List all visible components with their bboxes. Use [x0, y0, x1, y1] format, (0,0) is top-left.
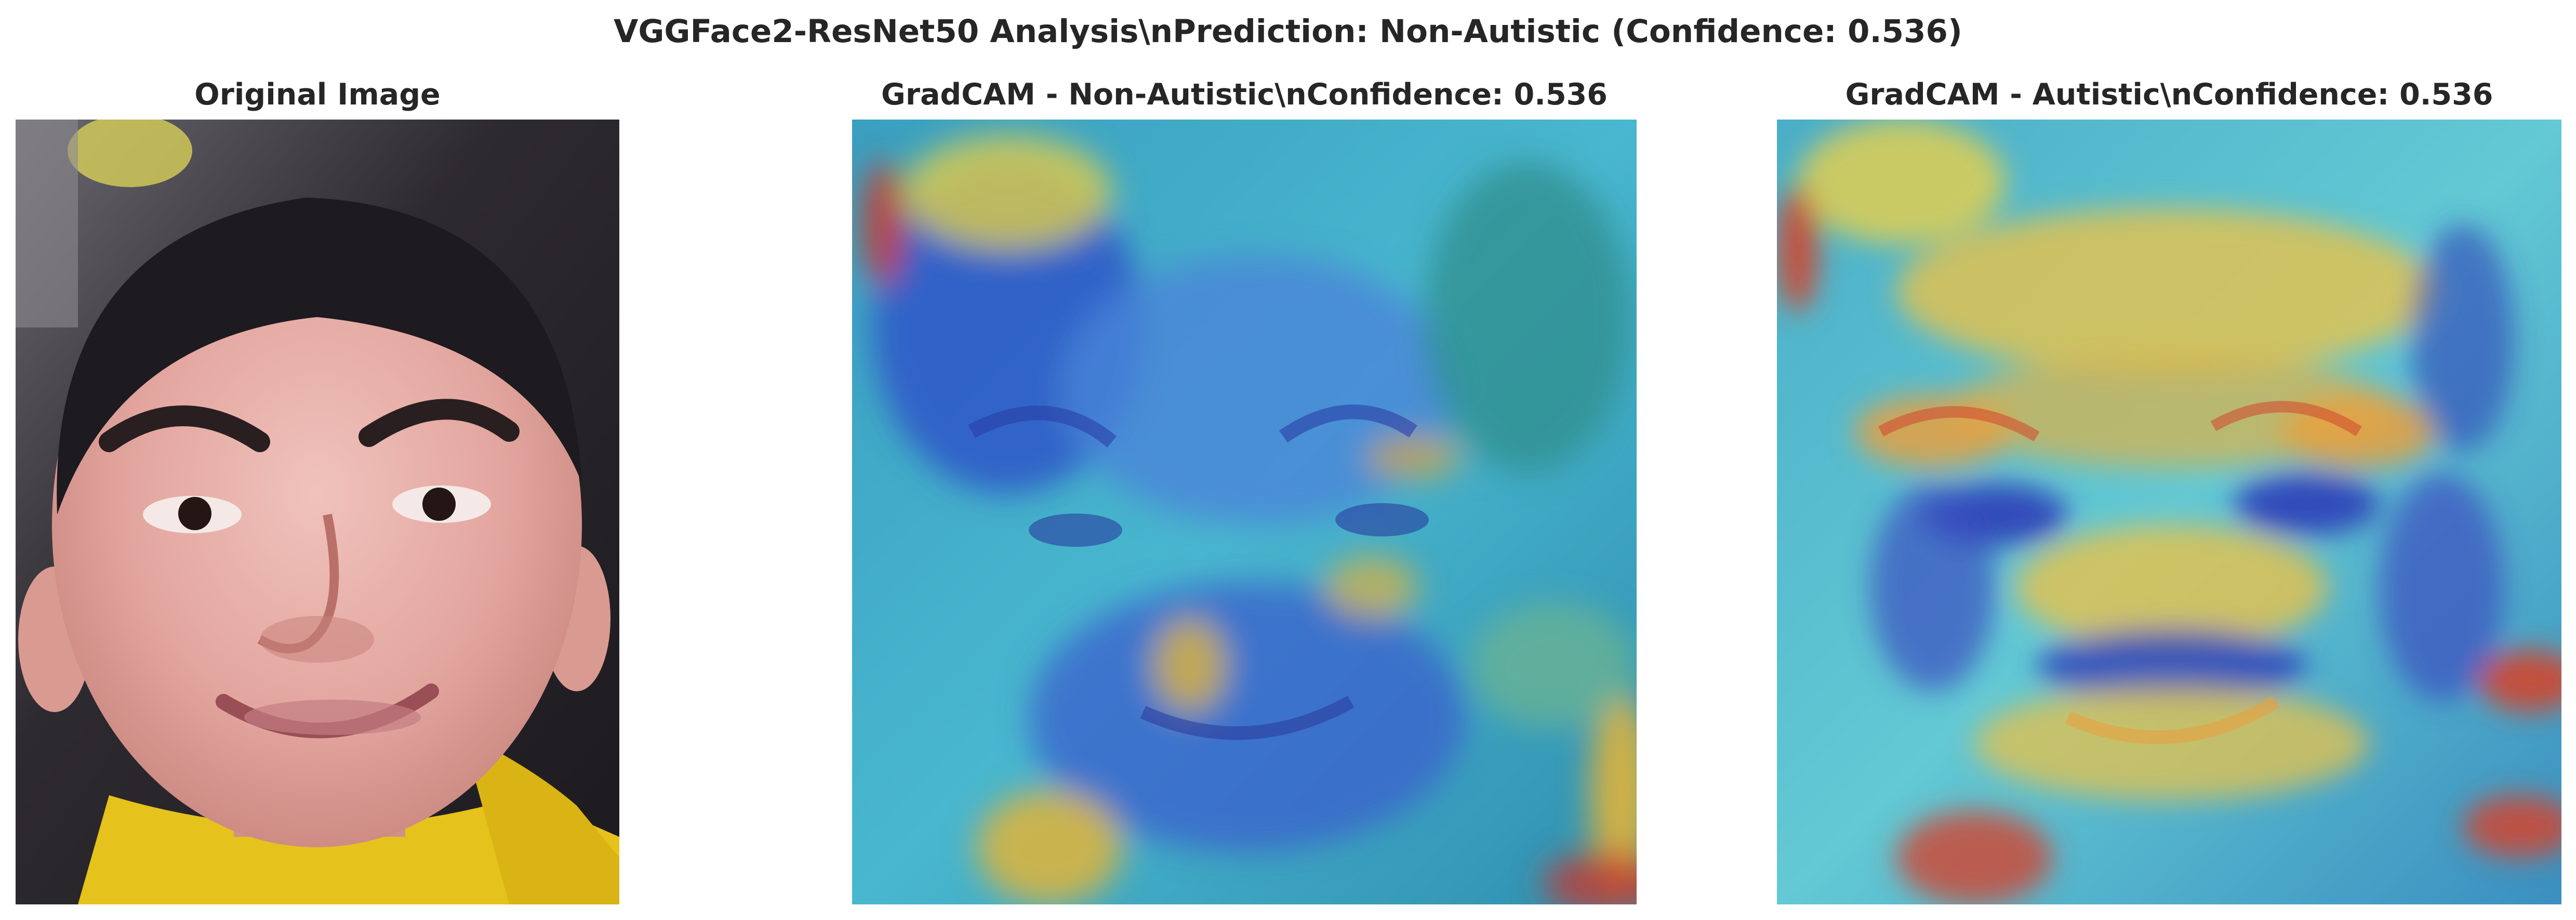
gradcam-autistic-image [1777, 120, 2561, 904]
child-face-photo [16, 120, 619, 904]
gradcam-non-autistic-image [852, 120, 1637, 904]
gradcam-heatmap-overlay [852, 120, 1637, 904]
figure-title: VGGFace2-ResNet50 Analysis\nPrediction: … [614, 13, 1962, 50]
panel-title-original: Original Image [194, 77, 441, 112]
gradcam-heatmap-overlay [1777, 120, 2561, 904]
original-image [16, 120, 619, 904]
panel-title-gradcam-non-autistic: GradCAM - Non-Autistic\nConfidence: 0.53… [881, 77, 1608, 112]
panel-title-gradcam-autistic: GradCAM - Autistic\nConfidence: 0.536 [1845, 77, 2493, 112]
